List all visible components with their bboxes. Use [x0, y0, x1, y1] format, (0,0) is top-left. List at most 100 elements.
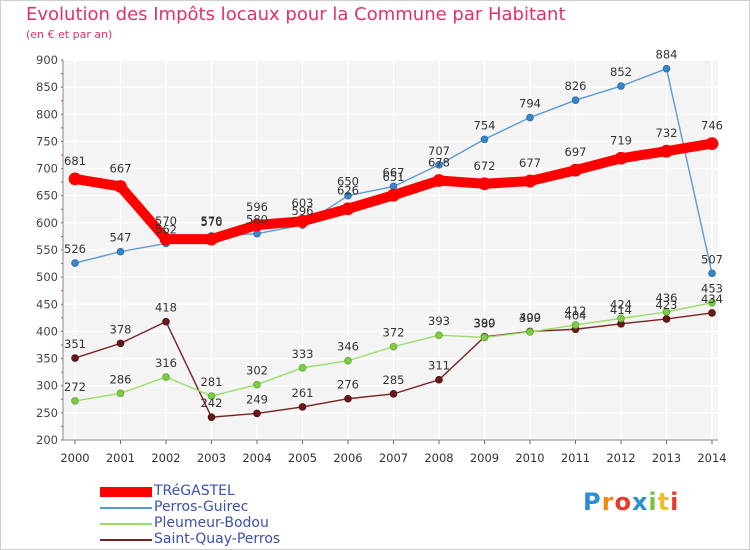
x-tick-label: 2005: [288, 451, 317, 465]
data-label-saint-quay-perros: 404: [565, 308, 587, 322]
data-label-perros-guirec: 650: [337, 175, 359, 189]
x-tick-label: 2009: [470, 451, 499, 465]
data-label-saint-quay-perros: 351: [64, 337, 86, 351]
data-label-tregastel: 626: [337, 184, 359, 198]
data-label-perros-guirec: 754: [474, 118, 496, 132]
y-tick-label: 850: [36, 80, 58, 94]
data-point-pleumeur-bodou: [116, 389, 125, 398]
logo-letter: r: [601, 488, 615, 516]
data-label-perros-guirec: 562: [155, 222, 177, 236]
data-point-pleumeur-bodou: [162, 373, 170, 381]
legend-label: TRéGASTEL: [154, 483, 235, 499]
data-point-saint-quay-perros: [708, 309, 716, 317]
logo-letter: o: [614, 488, 632, 516]
data-label-perros-guirec: 707: [428, 144, 450, 158]
legend-swatch: [100, 539, 152, 541]
legend-swatch: [100, 487, 152, 497]
data-label-saint-quay-perros: 378: [110, 322, 132, 336]
x-tick-label: 2006: [333, 451, 362, 465]
y-tick-label: 350: [36, 352, 58, 366]
data-point-tregastel: [296, 214, 309, 228]
y-tick-label: 650: [36, 189, 58, 203]
data-point-tregastel: [114, 180, 127, 193]
data-label-tregastel: 651: [383, 170, 405, 184]
x-tick-label: 2010: [515, 451, 544, 465]
data-label-pleumeur-bodou: 286: [110, 372, 132, 386]
data-label-pleumeur-bodou: 424: [610, 297, 632, 311]
data-label-tregastel: 719: [610, 133, 632, 147]
x-tick-label: 2004: [242, 451, 271, 465]
data-point-perros-guirec: [116, 247, 125, 256]
x-tick-label: 2011: [561, 451, 590, 465]
data-label-saint-quay-perros: 249: [246, 392, 268, 406]
data-point-pleumeur-bodou: [253, 380, 261, 389]
data-label-pleumeur-bodou: 333: [292, 347, 314, 361]
data-point-perros-guirec: [71, 259, 79, 267]
data-point-tregastel: [660, 144, 673, 158]
data-label-saint-quay-perros: 242: [201, 396, 223, 410]
y-tick-label: 550: [36, 243, 58, 257]
data-label-perros-guirec: 507: [701, 252, 723, 266]
data-label-tregastel: 667: [110, 161, 132, 175]
x-tick-label: 2014: [697, 451, 726, 465]
data-label-perros-guirec: 826: [565, 79, 587, 93]
data-label-pleumeur-bodou: 412: [565, 304, 587, 318]
data-label-perros-guirec: 576: [201, 215, 223, 229]
y-tick-label: 300: [36, 379, 58, 393]
data-point-saint-quay-perros: [298, 403, 307, 411]
data-point-perros-guirec: [662, 64, 671, 73]
proxiti-logo: Proxiti: [583, 488, 679, 516]
logo-letter: t: [657, 488, 671, 516]
data-label-saint-quay-perros: 390: [474, 316, 496, 330]
data-point-pleumeur-bodou: [526, 328, 534, 336]
data-label-perros-guirec: 794: [519, 97, 541, 111]
data-point-perros-guirec: [435, 160, 443, 169]
data-label-perros-guirec: 526: [64, 242, 86, 256]
data-point-tregastel: [523, 174, 537, 188]
data-label-saint-quay-perros: 434: [701, 292, 723, 306]
logo-letter: i: [670, 488, 680, 516]
data-label-saint-quay-perros: 418: [155, 301, 177, 315]
logo-letter: x: [631, 488, 649, 516]
data-point-tregastel: [705, 137, 719, 151]
data-label-saint-quay-perros: 400: [519, 310, 541, 324]
data-label-tregastel: 570: [155, 214, 177, 228]
data-point-pleumeur-bodou: [71, 397, 79, 405]
data-label-tregastel: 672: [474, 159, 496, 173]
data-label-tregastel: 697: [565, 145, 587, 159]
data-point-tregastel: [478, 177, 491, 191]
data-label-perros-guirec: 547: [110, 231, 132, 245]
data-label-tregastel: 678: [428, 156, 450, 170]
legend-label: Saint-Quay-Perros: [154, 531, 281, 547]
y-tick-label: 200: [36, 433, 58, 447]
x-tick-label: 2013: [652, 451, 681, 465]
data-point-saint-quay-perros: [253, 409, 261, 418]
data-point-saint-quay-perros: [71, 354, 79, 362]
data-label-pleumeur-bodou: 399: [519, 311, 541, 325]
data-label-saint-quay-perros: 261: [292, 386, 314, 400]
data-point-perros-guirec: [480, 135, 489, 144]
data-label-pleumeur-bodou: 302: [246, 364, 268, 378]
data-point-perros-guirec: [571, 96, 580, 104]
data-point-pleumeur-bodou: [389, 342, 398, 351]
data-label-perros-guirec: 884: [656, 48, 678, 62]
data-label-pleumeur-bodou: 281: [201, 375, 223, 389]
data-label-tregastel: 732: [656, 126, 678, 140]
data-point-saint-quay-perros: [116, 339, 125, 348]
data-point-pleumeur-bodou: [344, 356, 352, 365]
data-label-tregastel: 570: [201, 214, 223, 228]
data-label-saint-quay-perros: 285: [383, 373, 405, 387]
chart-title: Evolution des Impôts locaux pour la Comm…: [26, 4, 566, 25]
x-tick-label: 2007: [379, 451, 408, 465]
y-tick-label: 400: [36, 324, 58, 338]
data-label-pleumeur-bodou: 389: [474, 316, 496, 330]
legend-label: Perros-Guirec: [154, 499, 249, 515]
data-label-perros-guirec: 580: [246, 213, 268, 227]
y-tick-label: 500: [36, 270, 58, 284]
data-point-pleumeur-bodou: [571, 321, 580, 329]
data-point-pleumeur-bodou: [480, 333, 489, 342]
data-point-saint-quay-perros: [389, 390, 398, 398]
data-label-pleumeur-bodou: 316: [155, 356, 177, 370]
x-tick-label: 2000: [60, 451, 89, 465]
